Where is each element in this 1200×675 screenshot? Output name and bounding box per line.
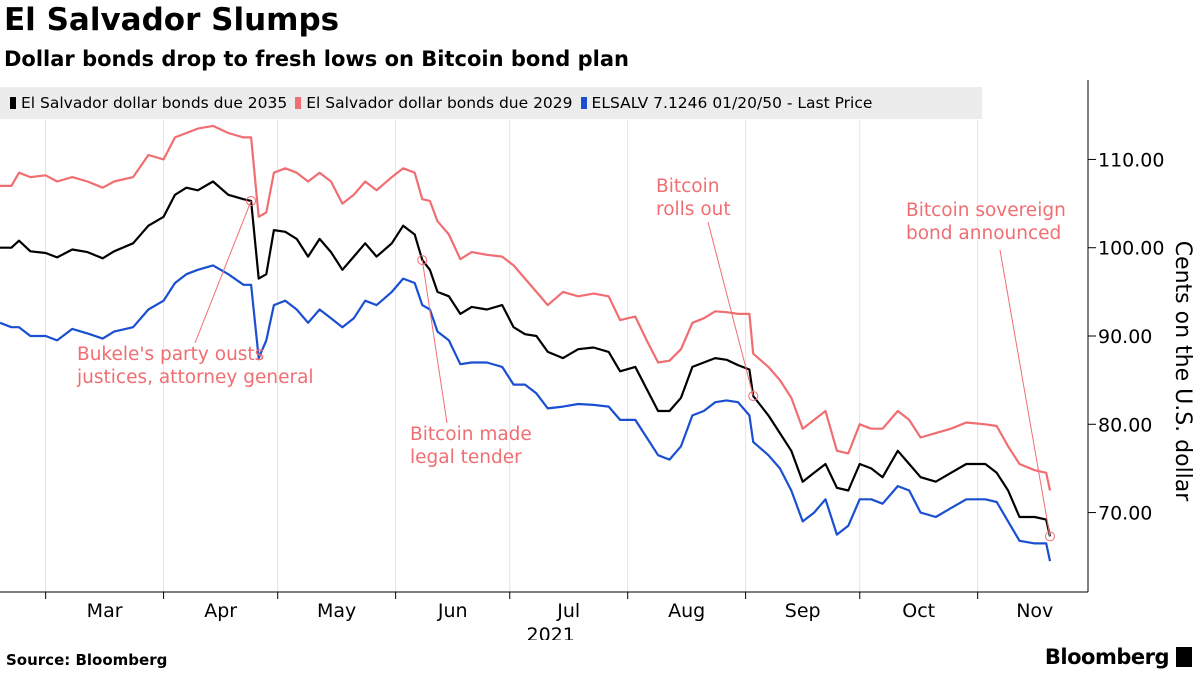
x-tick-label: Mar	[87, 600, 123, 622]
chart-legend: El Salvador dollar bonds due 2035 El Sal…	[0, 87, 982, 119]
y-axis-title: Cents on the U.S. dollar	[1170, 241, 1195, 503]
legend-swatch-2035	[10, 97, 16, 109]
x-tick-label: May	[317, 600, 356, 622]
series-lines	[0, 124, 1052, 562]
legend-item-2035: El Salvador dollar bonds due 2035	[10, 94, 287, 112]
bloomberg-logo-icon	[1176, 647, 1192, 667]
annotation-marker	[246, 195, 257, 206]
series-line-1	[0, 124, 1052, 491]
annotation-marker	[417, 255, 428, 266]
x-tick-label: Aug	[668, 600, 705, 622]
series-line-0	[0, 180, 1052, 537]
brand-wordmark: Bloomberg	[1044, 645, 1170, 669]
annotation-label: Bukele's party ousts	[77, 344, 264, 365]
annotation-label: justices, attorney general	[76, 367, 314, 388]
y-tick-label: 80.00	[1098, 414, 1152, 436]
annotation-marker	[748, 391, 759, 402]
axes: Mar Apr May Jun Jul Aug Sep Oct Nov 2021 70.00 80.0…	[0, 80, 1195, 640]
legend-swatch-2050	[580, 97, 587, 109]
x-tick-label: Sep	[785, 600, 821, 622]
y-tick-label: 110.00	[1098, 149, 1164, 171]
y-tick-label: 70.00	[1098, 503, 1152, 525]
annotation-label: Bitcoin made	[410, 424, 532, 445]
x-tick-label: Oct	[902, 600, 935, 622]
legend-label-2050: ELSALV 7.1246 01/20/50 - Last Price	[591, 94, 873, 112]
x-year-label: 2021	[527, 624, 575, 640]
chart-subtitle: Dollar bonds drop to fresh lows on Bitco…	[4, 47, 629, 71]
legend-item-2029: El Salvador dollar bonds due 2029	[295, 94, 573, 112]
source-note: Source: Bloomberg	[6, 651, 168, 669]
brand: Bloomberg	[1045, 645, 1192, 669]
y-tick-label: 100.00	[1098, 238, 1164, 260]
annotation-label: rolls out	[656, 199, 731, 220]
legend-swatch-2029	[295, 97, 302, 109]
series-line-2	[0, 264, 1052, 562]
annotation-label: legal tender	[410, 447, 522, 468]
x-tick-label: Nov	[1016, 600, 1053, 622]
chart-title: El Salvador Slumps	[4, 2, 340, 38]
x-tick-label: Jun	[437, 600, 468, 622]
legend-item-2050: ELSALV 7.1246 01/20/50 - Last Price	[580, 94, 873, 112]
annotation-marker	[1044, 531, 1055, 542]
y-tick-label: 90.00	[1098, 326, 1152, 348]
x-tick-label: Jul	[556, 600, 580, 622]
annotation-label: Bitcoin sovereign	[906, 200, 1066, 221]
annotation-label: bond announced	[906, 223, 1061, 244]
annotation-leader-line	[194, 200, 252, 344]
annotation-leader-line	[421, 260, 448, 424]
legend-label-2035: El Salvador dollar bonds due 2035	[21, 94, 288, 112]
x-tick-label: Apr	[204, 600, 237, 622]
annotation-leader-line	[707, 221, 754, 397]
grid-lines	[45, 120, 979, 592]
annotation-label: Bitcoin	[656, 176, 719, 197]
legend-label-2029: El Salvador dollar bonds due 2029	[306, 94, 573, 112]
annotation-leader-line	[999, 249, 1051, 537]
